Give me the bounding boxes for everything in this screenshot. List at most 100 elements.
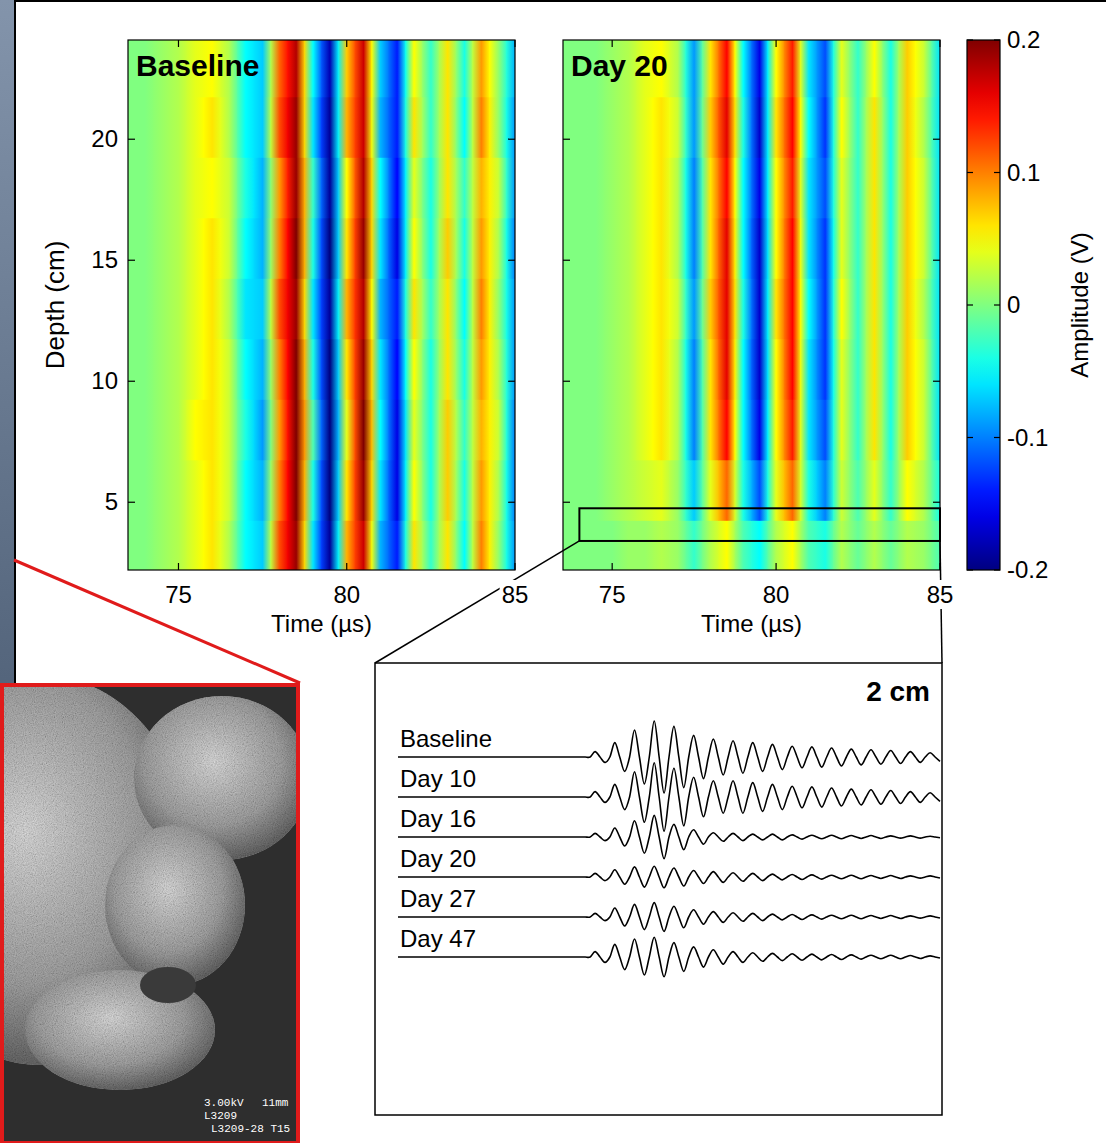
heatmap-cell (751, 96, 768, 157)
waveform-trace (398, 815, 940, 858)
heatmap-cell (489, 520, 507, 570)
heatmap-cell (439, 338, 457, 399)
heatmap-cell (800, 40, 817, 97)
heatmap-cells (563, 40, 940, 570)
heatmap-cell (604, 459, 621, 520)
heatmap-cell (304, 217, 322, 278)
heatmap-cell (355, 278, 373, 339)
x-tick (939, 40, 940, 47)
heatmap-cell (767, 157, 784, 218)
label-patch (163, 580, 194, 609)
heatmap-cell (800, 96, 817, 157)
label-patch (500, 580, 531, 609)
heatmap-cell (136, 157, 154, 218)
heatmap-cell (153, 399, 171, 460)
heatmap-cell (372, 278, 390, 339)
heatmap-cell (563, 157, 572, 218)
heatmap-cell (686, 217, 703, 278)
heatmap-cell (338, 217, 356, 278)
heatmap-cell (422, 278, 440, 339)
heatmap-cell (203, 157, 221, 218)
heatmap-cell (422, 338, 440, 399)
heatmap-cell (669, 399, 686, 460)
heatmap-cell (321, 459, 339, 520)
heatmap-cell (304, 96, 322, 157)
heatmap-cell (571, 338, 588, 399)
heatmap-cell (686, 278, 703, 339)
heatmap-cell (915, 96, 932, 157)
heatmap-cell (153, 278, 171, 339)
heatmap-cell (203, 459, 221, 520)
heatmap-cell (456, 157, 474, 218)
heatmap-cell (702, 40, 719, 97)
heatmap-cell (321, 157, 339, 218)
heatmap-cell (128, 217, 137, 278)
sem-label: L3209-28 T15 (211, 1123, 290, 1135)
heatmap-cell (388, 217, 406, 278)
heatmap-cell (287, 459, 305, 520)
heatmap-cell (849, 338, 866, 399)
heatmap-cell (735, 278, 752, 339)
heatmap-cell (203, 96, 221, 157)
heatmap-cell (287, 399, 305, 460)
heatmap-cell (388, 459, 406, 520)
heatmap-cell (718, 217, 735, 278)
heatmap-cell (456, 459, 474, 520)
heatmap-cell (899, 217, 916, 278)
heatmap-cell (636, 278, 653, 339)
heatmap-cell (287, 96, 305, 157)
heatmap-cell (338, 157, 356, 218)
heatmap-cell (563, 278, 572, 339)
heatmap-cell (669, 459, 686, 520)
heatmap-cell (718, 399, 735, 460)
layer-over (375, 508, 942, 663)
colorbar-tick (967, 304, 973, 305)
heatmap-cell (915, 278, 932, 339)
heatmap-cell (372, 40, 390, 97)
x-tick (178, 563, 179, 570)
colorbar-tick (967, 569, 973, 570)
heatmap-cell (186, 338, 204, 399)
heatmap-cell (882, 338, 899, 399)
heatmap-cell (833, 278, 850, 339)
sem-particle (105, 825, 245, 985)
heatmap-cell (355, 459, 373, 520)
heatmap-cell (833, 459, 850, 520)
heatmap-cell (203, 338, 221, 399)
heatmap-cell (439, 399, 457, 460)
heatmap-cell (254, 217, 272, 278)
heatmap-cell (128, 278, 137, 339)
heatmap-cell (473, 399, 491, 460)
heatmap-cell (338, 399, 356, 460)
heatmap-cell (439, 520, 457, 570)
heatmap-cell (866, 96, 883, 157)
heatmap-cell (587, 338, 604, 399)
x-axis-title: Time (µs) (701, 610, 802, 637)
heatmap-cell (372, 217, 390, 278)
heatmap-cell (817, 338, 834, 399)
heatmap-cell (718, 96, 735, 157)
waveform-trace (398, 866, 940, 888)
heatmap-cell (767, 399, 784, 460)
heatmap-cell (882, 278, 899, 339)
heatmap-cell (506, 520, 515, 570)
sem-particles (0, 683, 300, 1090)
heatmap-cell (849, 157, 866, 218)
heatmap-cell (620, 157, 637, 218)
heatmap-cell (931, 338, 940, 399)
heatmap-cell (620, 520, 637, 570)
heatmap-cell (899, 399, 916, 460)
heatmap-cell (186, 399, 204, 460)
heatmap-cell (669, 520, 686, 570)
heatmap-cell (304, 40, 322, 97)
heatmap-cell (899, 338, 916, 399)
heatmap-cell (422, 459, 440, 520)
heatmap-cell (506, 399, 515, 460)
heatmap-cell (136, 96, 154, 157)
figure: 3.00kV11mmL3209L3209-28 T157580855101520… (0, 0, 1106, 1143)
heatmap-cell (620, 96, 637, 157)
y-tick-label: 20 (91, 125, 118, 152)
heatmap-cell (718, 338, 735, 399)
label-patch (761, 580, 792, 609)
heatmap-cell (915, 40, 932, 97)
